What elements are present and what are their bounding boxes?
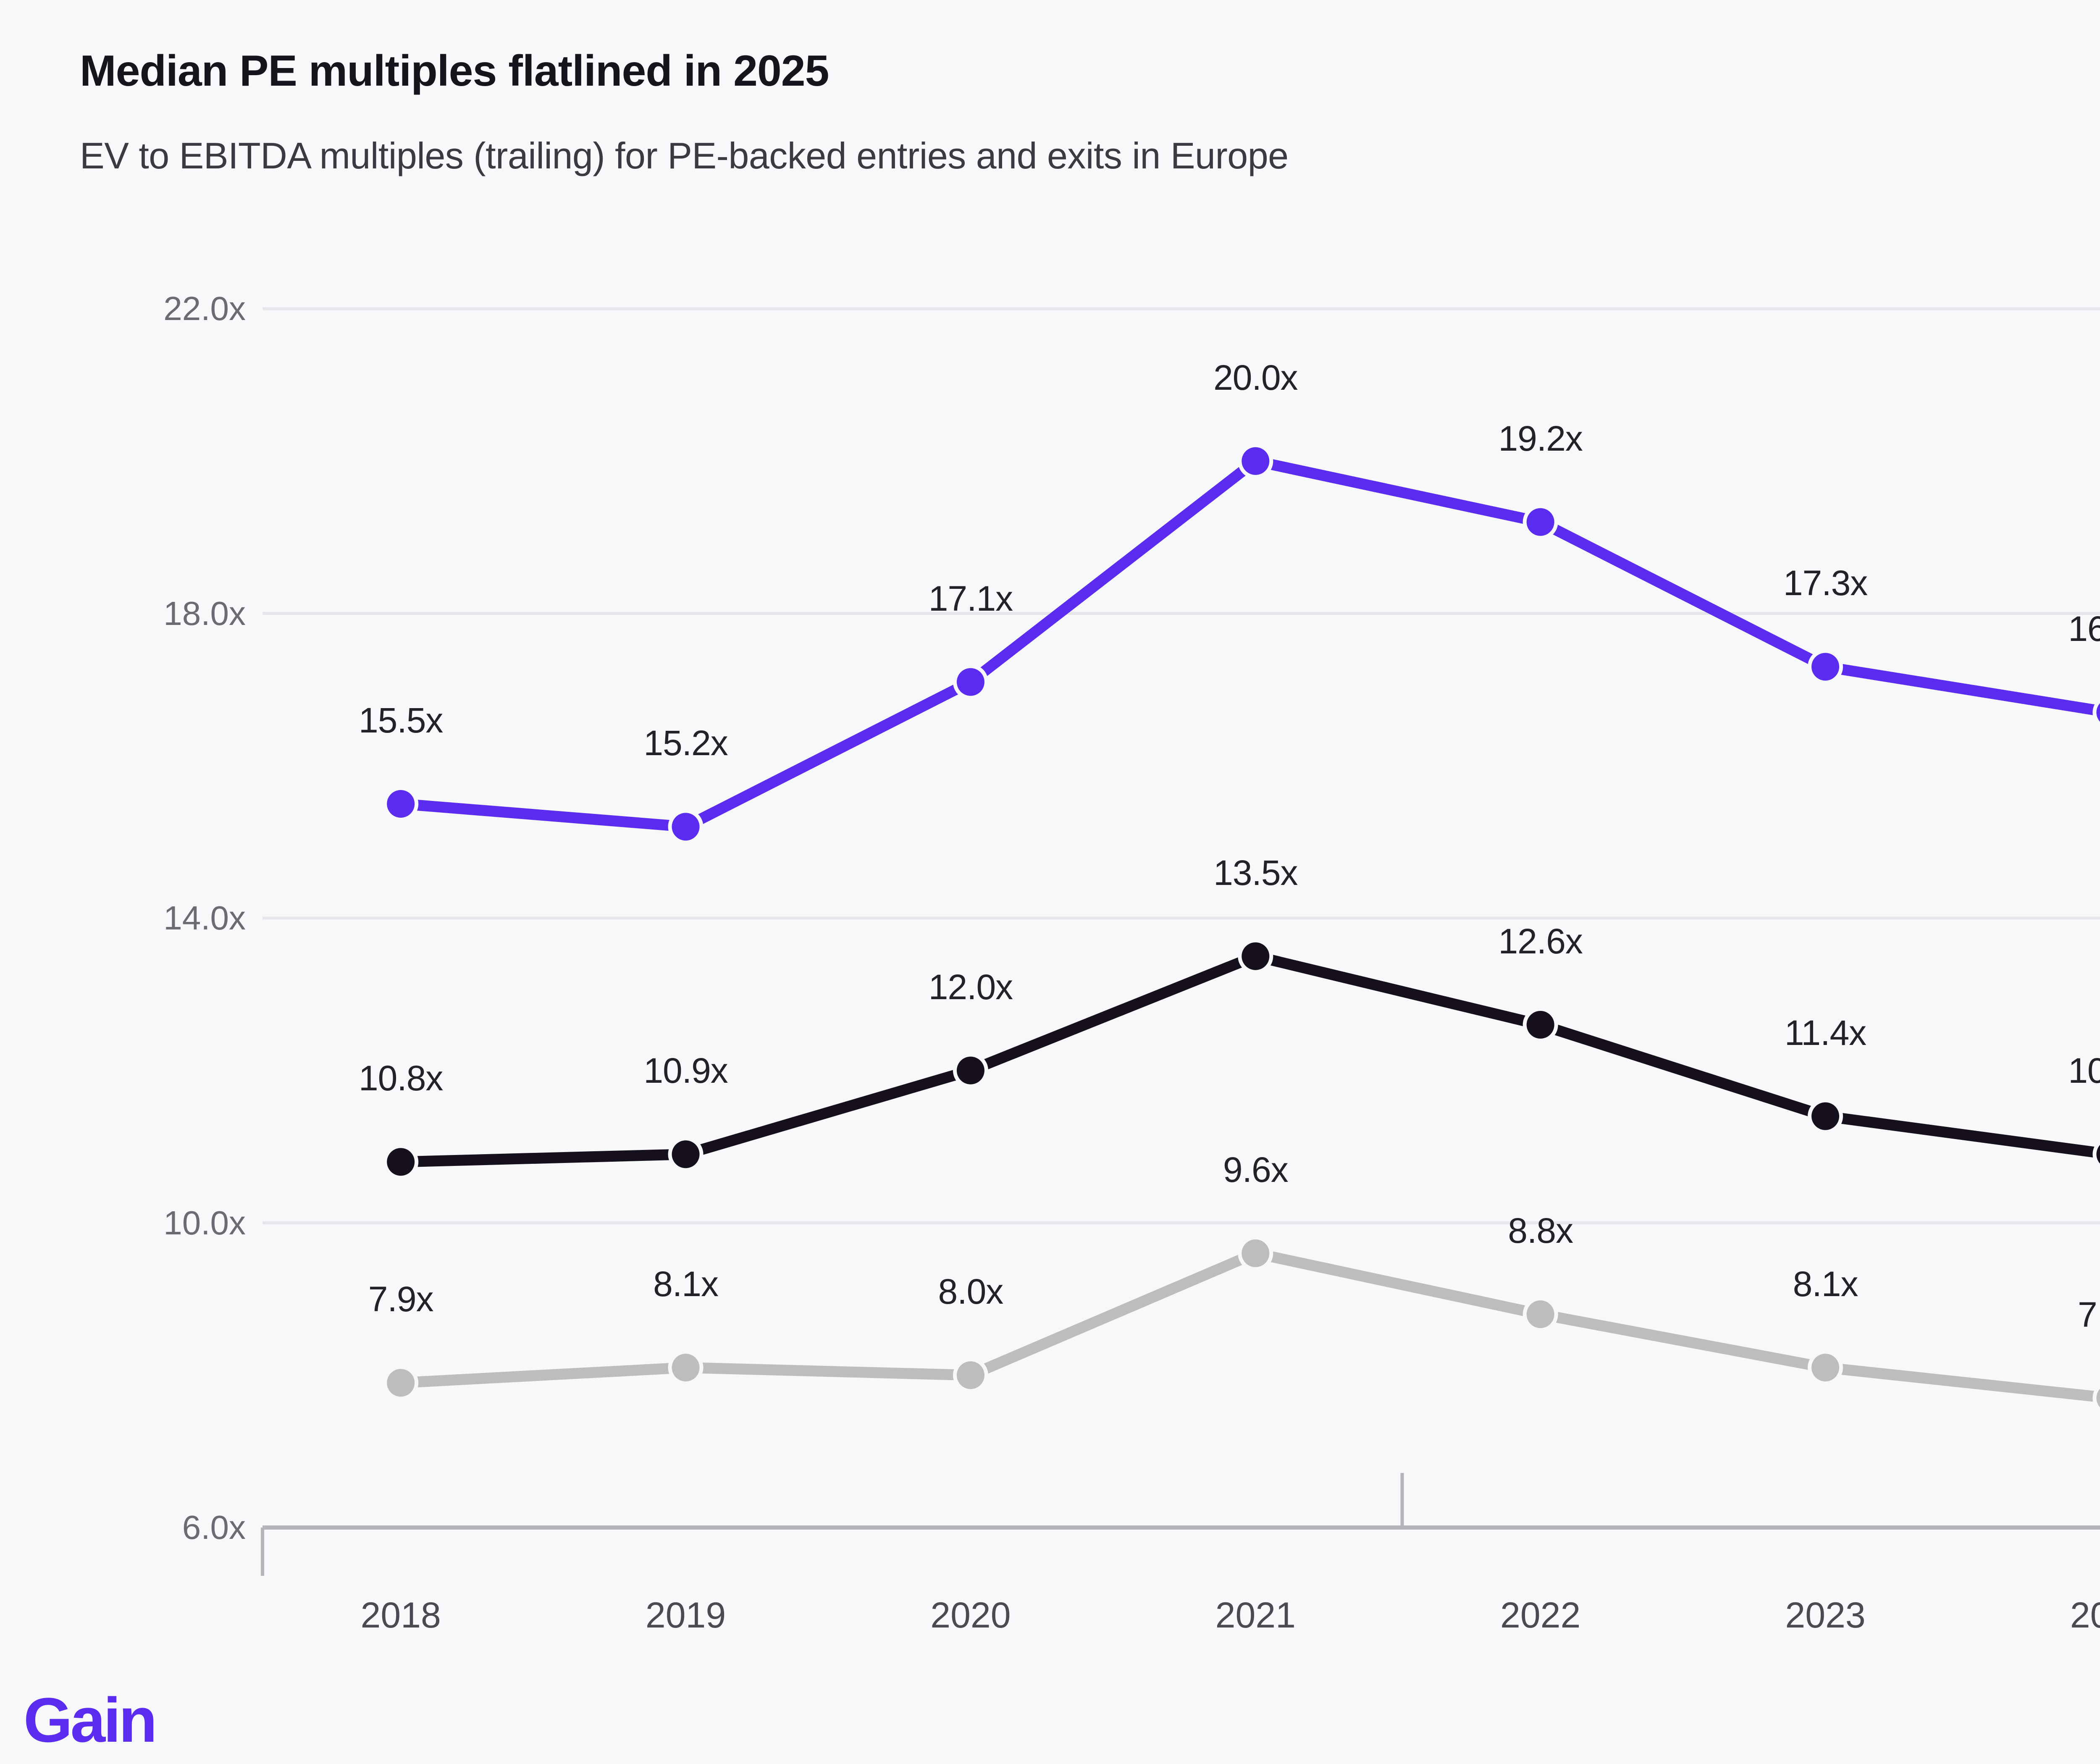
- data-point-halo: [2092, 698, 2100, 727]
- data-point[interactable]: [387, 1369, 415, 1397]
- data-point[interactable]: [672, 813, 700, 841]
- data-point[interactable]: [2096, 698, 2100, 726]
- page-title: Median PE multiples flatlined in 2025: [80, 47, 829, 95]
- y-axis-tick-label: 10.0x: [163, 1204, 246, 1242]
- series-line: [395, 455, 2100, 832]
- data-point-label: 8.8x: [1508, 1211, 1573, 1251]
- x-axis-tick-label: 2024: [2070, 1595, 2100, 1635]
- data-point-label: 10.9x: [643, 1051, 728, 1091]
- data-point[interactable]: [1526, 508, 1554, 536]
- data-point-label: 12.6x: [1498, 921, 1583, 961]
- page-subtitle: EV to EBITDA multiples (trailing) for PE…: [80, 135, 1289, 176]
- data-point-label: 7.7x: [2078, 1294, 2100, 1334]
- data-point-label: 19.2x: [1498, 418, 1583, 458]
- data-point[interactable]: [672, 1354, 700, 1382]
- x-axis-tick-label: 2019: [645, 1595, 726, 1635]
- x-axis-tick-label: 2018: [360, 1595, 441, 1635]
- y-axis-tick-label: 6.0x: [182, 1509, 246, 1546]
- data-point-label: 16.7x: [2068, 609, 2100, 649]
- data-point-label: 10.9x: [2068, 1051, 2100, 1091]
- series-line: [395, 1248, 2100, 1403]
- data-point[interactable]: [1811, 1354, 1840, 1382]
- data-point-label: 11.4x: [1784, 1013, 1866, 1053]
- series-line: [395, 950, 2100, 1168]
- data-point[interactable]: [2096, 1384, 2100, 1412]
- data-point-label: 15.5x: [358, 700, 443, 740]
- x-axis-tick-label: 2020: [930, 1595, 1011, 1635]
- data-point-label: 17.3x: [1783, 563, 1868, 603]
- data-point[interactable]: [1811, 1102, 1840, 1130]
- x-axis-tick-label: 2023: [1785, 1595, 1866, 1635]
- y-axis-tick-label: 18.0x: [163, 594, 246, 632]
- data-point[interactable]: [1242, 942, 1270, 970]
- data-point[interactable]: [387, 790, 415, 818]
- data-point-label: 8.1x: [653, 1264, 719, 1304]
- data-point-label: 7.9x: [368, 1279, 434, 1319]
- data-point-label: 17.1x: [928, 578, 1013, 618]
- x-axis-tick-label: 2022: [1500, 1595, 1581, 1635]
- data-point-label: 9.6x: [1223, 1150, 1289, 1190]
- data-point-label: 12.0x: [928, 967, 1013, 1007]
- gain-logo: Gain: [24, 1685, 157, 1755]
- data-point-label: 8.0x: [938, 1272, 1004, 1312]
- data-point-label: 13.5x: [1213, 853, 1298, 892]
- data-point-label: 8.1x: [1793, 1264, 1858, 1304]
- data-point[interactable]: [1242, 1239, 1270, 1268]
- data-point[interactable]: [2096, 1140, 2100, 1168]
- data-point-label: 15.2x: [643, 723, 728, 763]
- y-axis-tick-label: 14.0x: [163, 899, 246, 937]
- data-point-halo: [2092, 1140, 2100, 1169]
- data-point[interactable]: [387, 1148, 415, 1176]
- data-point[interactable]: [956, 1056, 984, 1084]
- x-axis-tick-label: 2021: [1215, 1595, 1296, 1635]
- data-point[interactable]: [1242, 447, 1270, 475]
- data-point[interactable]: [672, 1140, 700, 1168]
- data-point[interactable]: [956, 668, 984, 696]
- data-point[interactable]: [956, 1361, 984, 1389]
- data-point-label: 10.8x: [358, 1058, 443, 1098]
- data-point-label: 20.0x: [1213, 357, 1298, 397]
- y-axis-tick-label: 22.0x: [163, 290, 246, 327]
- data-point[interactable]: [1811, 653, 1840, 681]
- data-point-halo: [2092, 1383, 2100, 1412]
- data-point[interactable]: [1526, 1011, 1554, 1039]
- data-point[interactable]: [1526, 1300, 1554, 1328]
